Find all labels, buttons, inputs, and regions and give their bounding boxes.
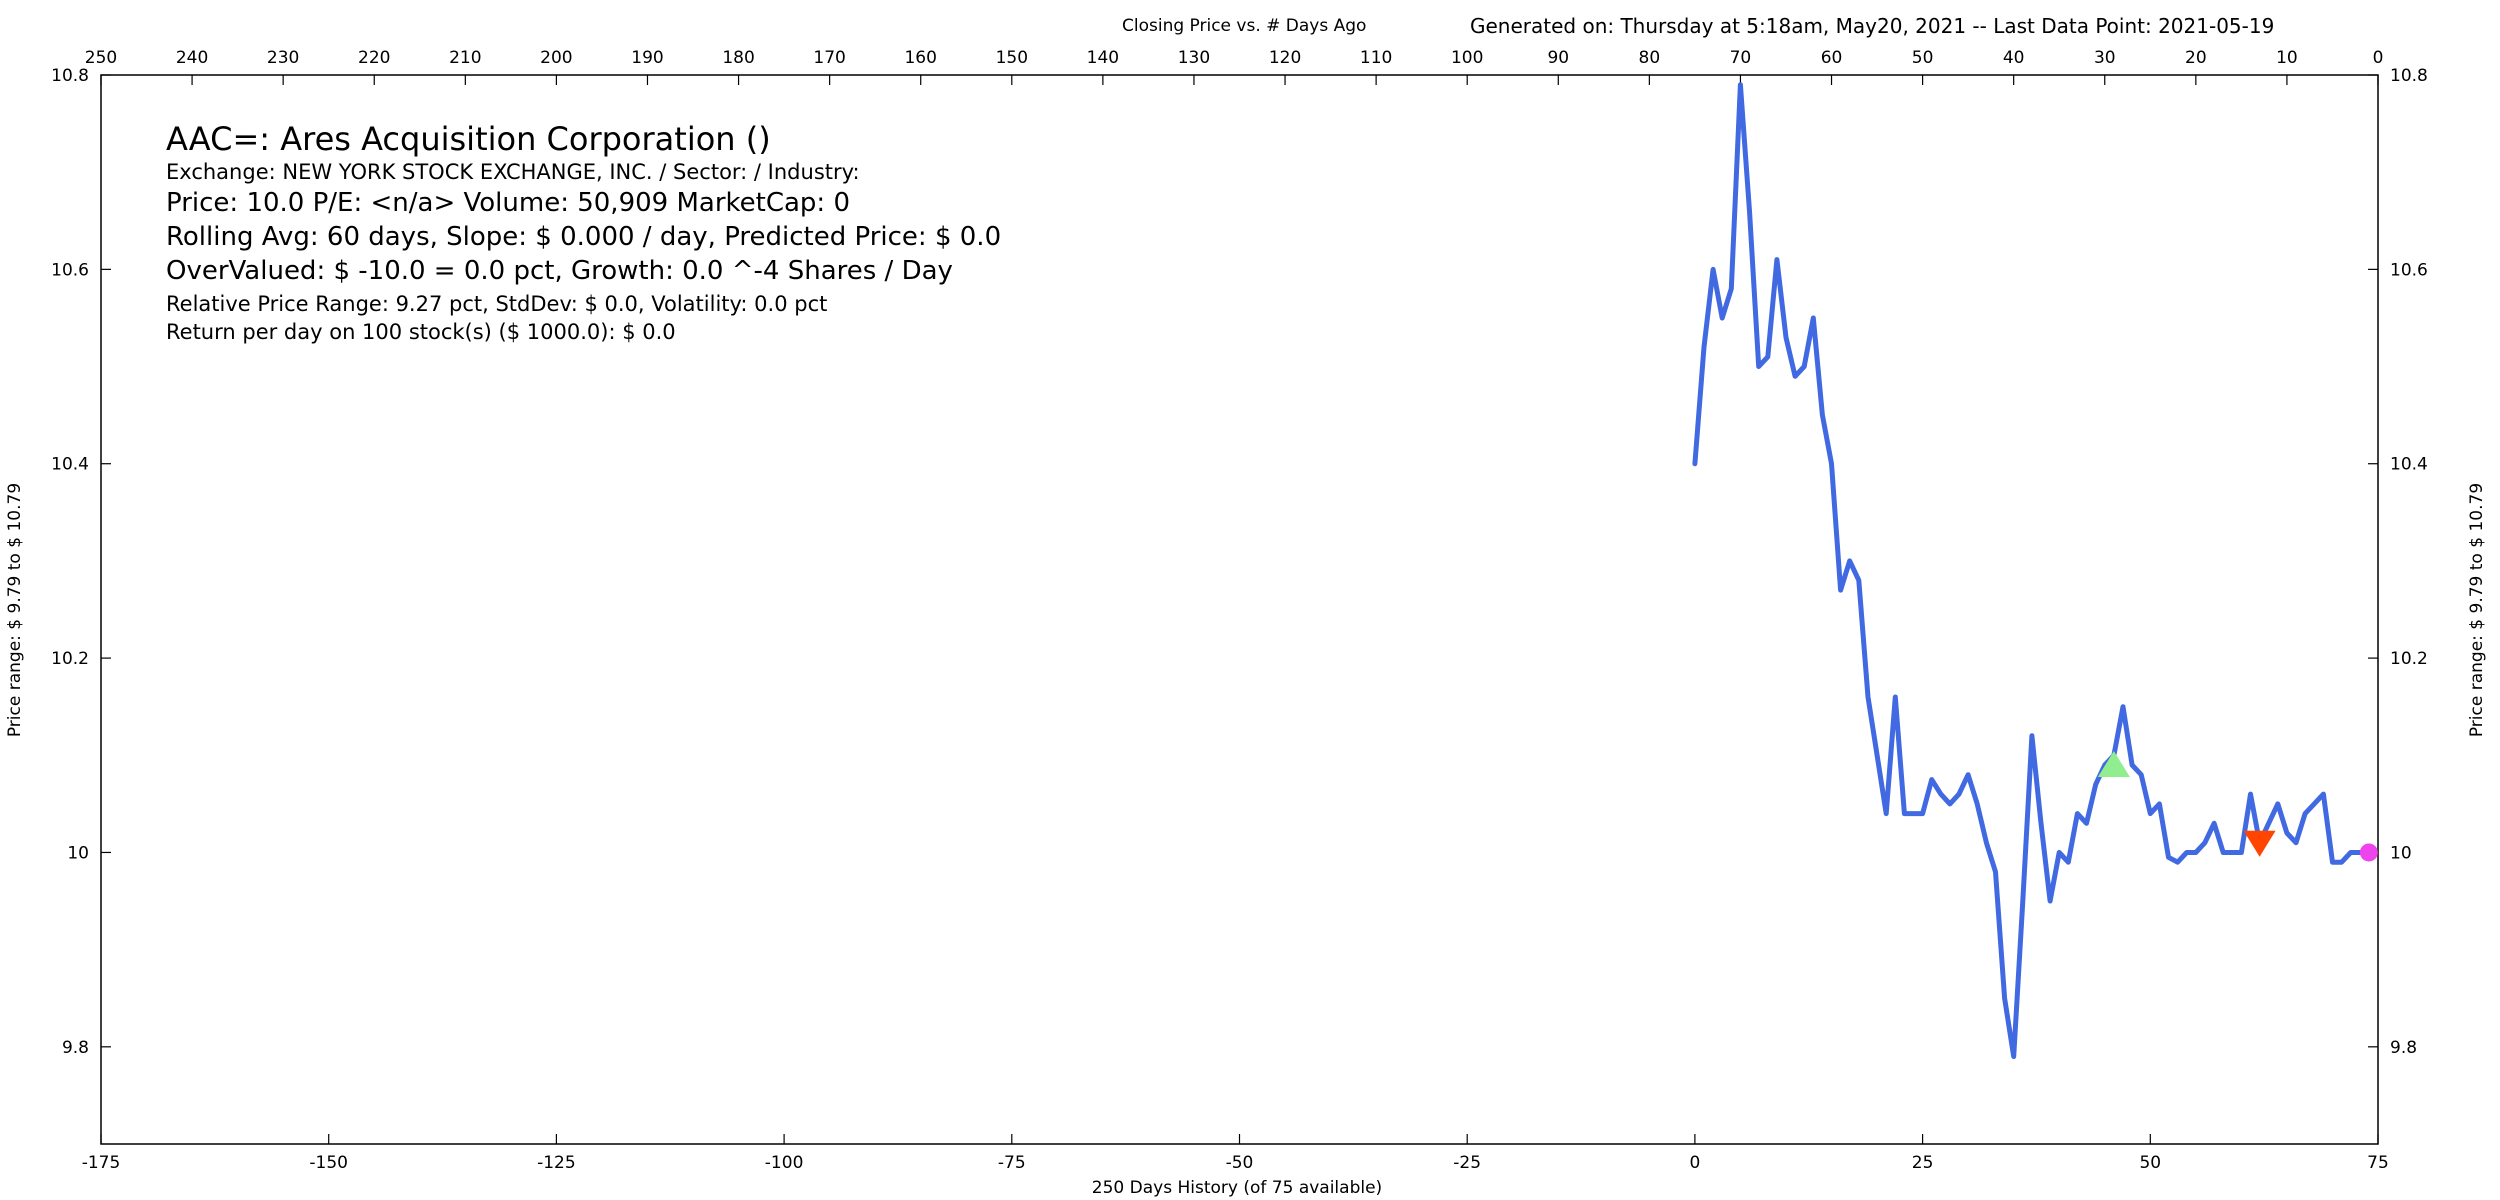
x2-tick-label: 140 (1087, 48, 1119, 68)
x-tick-label: -25 (1453, 1153, 1481, 1173)
y-tick-label: 10 (67, 843, 89, 863)
x2-tick-label: 30 (2094, 48, 2116, 68)
x2-tick-label: 210 (449, 48, 481, 68)
y-tick-label: 9.8 (62, 1038, 89, 1058)
chart-title: Closing Price vs. # Days Ago (1122, 16, 1367, 36)
x2-tick-label: 130 (1178, 48, 1210, 68)
x-tick-label: -175 (82, 1153, 121, 1173)
x2-tick-label: 10 (2276, 48, 2298, 68)
x2-tick-label: 110 (1360, 48, 1392, 68)
last-point-marker (2359, 843, 2378, 862)
y2-tick-label: 10.2 (2390, 649, 2428, 669)
price-line (1692, 82, 2372, 1059)
chart-series (1692, 82, 2372, 1059)
x2-tick-label: 40 (2003, 48, 2025, 68)
x2-tick-label: 120 (1269, 48, 1301, 68)
x-tick-label: -50 (1226, 1153, 1254, 1173)
price-info: Price: 10.0 P/E: <n/a> Volume: 50,909 Ma… (166, 188, 850, 218)
y-tick-label: 10.8 (51, 66, 89, 86)
overvalued-info: OverValued: $ -10.0 = 0.0 pct, Growth: 0… (166, 256, 953, 286)
sell-marker (2243, 830, 2276, 857)
return-info: Return per day on 100 stock(s) ($ 1000.0… (166, 320, 676, 344)
stock-title: AAC=: Ares Acquisition Corporation () (166, 120, 771, 158)
x-tick-label: -100 (765, 1153, 804, 1173)
chart-markers (2097, 750, 2378, 862)
x2-tick-label: 60 (1821, 48, 1843, 68)
buy-marker (2097, 750, 2130, 777)
x-tick-label: 25 (1912, 1153, 1934, 1173)
y2-tick-label: 10.8 (2390, 66, 2428, 86)
y2-axis-label: Price range: $ 9.79 to $ 10.79 (2467, 483, 2487, 737)
x2-tick-label: 180 (722, 48, 754, 68)
y-tick-label: 10.4 (51, 455, 89, 475)
x-tick-label: -150 (309, 1153, 348, 1173)
rolling-avg-info: Rolling Avg: 60 days, Slope: $ 0.000 / d… (166, 222, 1002, 252)
x-tick-label: -75 (998, 1153, 1026, 1173)
x2-tick-label: 220 (358, 48, 390, 68)
x2-tick-label: 20 (2185, 48, 2207, 68)
x2-tick-label: 80 (1639, 48, 1661, 68)
x2-tick-label: 230 (267, 48, 299, 68)
x2-tick-label: 150 (996, 48, 1028, 68)
x-tick-label: -125 (537, 1153, 576, 1173)
x-axis-label: 250 Days History (of 75 available) (1092, 1178, 1382, 1198)
x2-tick-label: 100 (1451, 48, 1483, 68)
x2-tick-label: 240 (176, 48, 208, 68)
x2-tick-label: 250 (85, 48, 117, 68)
x2-tick-label: 170 (813, 48, 845, 68)
x2-tick-label: 90 (1547, 48, 1569, 68)
y2-tick-label: 10.6 (2390, 260, 2428, 280)
y2-tick-label: 10 (2390, 843, 2412, 863)
x2-tick-label: 0 (2373, 48, 2384, 68)
x2-tick-label: 160 (904, 48, 936, 68)
chart-ticks: -175 -150 -125 -100 -75 -50 -25 0 25 50 75 250 240 23… (51, 48, 2428, 1173)
price-range-info: Relative Price Range: 9.27 pct, StdDev: … (166, 292, 828, 316)
x-tick-label: 75 (2367, 1153, 2389, 1173)
x2-tick-label: 50 (1912, 48, 1934, 68)
exchange-info: Exchange: NEW YORK STOCK EXCHANGE, INC. … (166, 160, 860, 184)
x2-tick-label: 70 (1730, 48, 1752, 68)
generated-info: Generated on: Thursday at 5:18am, May20,… (1470, 14, 2275, 38)
y2-tick-label: 10.4 (2390, 455, 2428, 475)
y-tick-label: 10.2 (51, 649, 89, 669)
y2-tick-label: 9.8 (2390, 1038, 2417, 1058)
x2-tick-label: 200 (540, 48, 572, 68)
x-tick-label: 50 (2139, 1153, 2161, 1173)
y-axis-label: Price range: $ 9.79 to $ 10.79 (5, 483, 25, 737)
x-tick-label: 0 (1689, 1153, 1700, 1173)
x2-tick-label: 190 (631, 48, 663, 68)
y-tick-label: 10.6 (51, 260, 89, 280)
